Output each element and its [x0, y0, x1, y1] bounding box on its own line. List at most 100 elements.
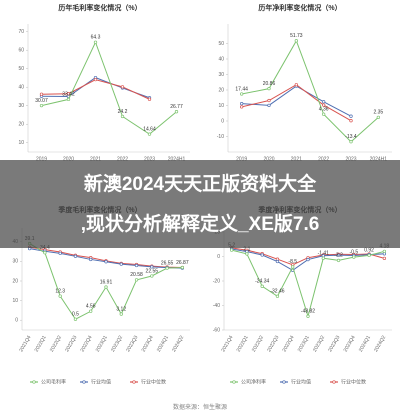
point [382, 249, 387, 254]
point [66, 92, 71, 96]
series-line [241, 39, 379, 143]
legend-swatch [82, 380, 86, 384]
data-label: 51.73 [290, 33, 303, 39]
x-tick-label: 2022Q3 [266, 334, 280, 353]
x-tick-label: 2022Q4 [80, 334, 94, 353]
legend-label: 行业中位数 [141, 378, 166, 385]
data-label: -8.5 [288, 259, 297, 265]
y-tick-label: 40 [18, 85, 24, 91]
point [294, 39, 298, 43]
data-label: 0.92 [364, 248, 374, 254]
point [267, 103, 271, 107]
point [322, 103, 326, 107]
point [89, 309, 93, 313]
point [260, 284, 264, 288]
point [58, 251, 62, 256]
data-label: 64.3 [91, 35, 101, 41]
x-tick-label: 2023Q2 [312, 334, 326, 353]
x-tick-label: 2022Q1 [236, 334, 250, 353]
legend-swatch [332, 380, 336, 384]
y-tick-label: 50 [18, 66, 24, 72]
point [336, 253, 341, 257]
y-tick-label: 0 [221, 118, 224, 124]
point [275, 259, 280, 264]
data-label: 20.86 [263, 81, 276, 87]
data-label: 14.64 [143, 126, 156, 132]
point [180, 265, 185, 270]
point [134, 278, 139, 282]
point [39, 103, 44, 108]
point [322, 100, 326, 104]
series-line [29, 248, 183, 269]
point [321, 256, 325, 260]
x-tick-label: 2022 [318, 156, 329, 162]
x-tick-label: 2022Q2 [49, 334, 63, 353]
point [58, 294, 62, 298]
y-tick-label: 40 [218, 56, 224, 62]
x-tick-label: 2021 [90, 156, 101, 162]
y-tick-label: 70 [18, 29, 24, 35]
legend-label: 行业均值 [91, 378, 111, 385]
x-tick-label: 2022Q2 [251, 334, 265, 353]
legend-swatch [232, 380, 236, 384]
point [120, 114, 125, 119]
data-label: -0.5 [350, 249, 359, 255]
x-tick-label: 2023 [345, 156, 356, 162]
x-tick-label: 2020 [63, 156, 74, 162]
point [147, 132, 152, 136]
data-label: 26.87 [176, 260, 189, 266]
data-label: 30.07 [35, 98, 48, 104]
point [119, 262, 123, 266]
point [267, 87, 271, 91]
y-tick-label: -60 [213, 327, 220, 333]
x-tick-label: 2024Q2 [171, 334, 185, 353]
data-label: -24.34 [255, 279, 269, 285]
point [294, 83, 298, 87]
x-tick-label: 2020 [263, 156, 274, 162]
point [134, 263, 139, 268]
y-tick-label: 60 [18, 48, 24, 54]
data-label: 3.12 [116, 306, 126, 312]
x-tick-label: 2024Q2 [373, 334, 387, 353]
point [352, 255, 356, 259]
x-tick-label: 2024Q1 [156, 334, 170, 353]
x-tick-label: 2021 [291, 156, 302, 162]
y-tick-label: 10 [218, 103, 224, 109]
data-label: 20.58 [130, 272, 143, 278]
y-tick-label: 10 [12, 298, 18, 304]
point [174, 110, 179, 114]
x-tick-label: 2023Q4 [141, 334, 155, 353]
point [367, 253, 371, 258]
banner-line: 新澳2024天天正版资料大全 [83, 174, 317, 195]
point [240, 101, 244, 106]
data-label: -3.2 [334, 253, 343, 259]
y-tick-label: -40 [213, 303, 220, 309]
data-label: 2.1 [243, 246, 250, 252]
x-tick-label: 2023Q1 [297, 334, 311, 353]
x-tick-label: 2023Q4 [343, 334, 357, 353]
point [66, 97, 71, 102]
data-label: 33.42 [62, 92, 75, 98]
point [240, 92, 244, 96]
point [349, 119, 353, 123]
y-tick-label: 20 [12, 278, 18, 284]
y-tick-label: 30 [218, 72, 224, 78]
point [150, 274, 154, 278]
x-tick-label: 2024Q1 [358, 334, 372, 353]
point [119, 312, 123, 316]
data-label: 17.44 [235, 86, 248, 92]
point [260, 253, 264, 257]
y-tick-label: 20 [18, 122, 24, 128]
data-label: -32.46 [270, 289, 284, 295]
data-label: 0.5 [72, 312, 79, 318]
data-label: 34.4 [40, 245, 50, 251]
x-tick-label: 2024H1 [370, 156, 388, 162]
point [104, 260, 108, 264]
point [267, 98, 271, 103]
x-tick-label: 2021Q4 [220, 334, 234, 353]
point [306, 257, 310, 262]
x-tick-label: 2022Q1 [34, 334, 48, 353]
x-tick-label: 2024H1 [168, 156, 186, 162]
point [336, 258, 341, 263]
